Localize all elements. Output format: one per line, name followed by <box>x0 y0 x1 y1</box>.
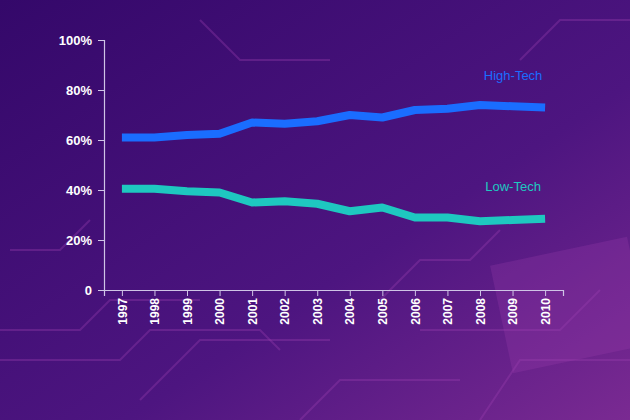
tick-mark <box>98 140 104 141</box>
tick-mark <box>317 290 318 296</box>
tick-label: 100% <box>59 33 93 48</box>
tick-mark <box>447 290 448 296</box>
tick-label: 2010 <box>539 298 553 325</box>
x-tick: 2009 <box>506 290 520 325</box>
tick-mark <box>252 290 253 296</box>
tick-mark <box>220 290 221 296</box>
tick-mark <box>513 290 514 296</box>
x-tick: 1998 <box>148 290 162 325</box>
tick-mark <box>98 240 104 241</box>
circuit-track <box>0 300 200 330</box>
tick-label: 1997 <box>116 298 130 325</box>
tick-mark <box>98 190 104 191</box>
y-tick: 20% <box>66 233 104 248</box>
tick-label: 2008 <box>474 298 488 325</box>
tick-mark <box>122 290 123 296</box>
x-tick: 2004 <box>343 290 357 325</box>
tick-label: 2000 <box>213 298 227 325</box>
tick-label: 40% <box>66 183 92 198</box>
tick-label: 2002 <box>278 298 292 325</box>
y-tick: 80% <box>66 83 104 98</box>
y-tick: 0 <box>85 283 104 298</box>
plot-area <box>122 105 545 221</box>
x-tick: 2008 <box>474 290 488 325</box>
tick-label: 2006 <box>409 298 423 325</box>
tick-mark <box>382 290 383 296</box>
circuit-track <box>480 360 630 420</box>
x-tick: 2010 <box>539 290 553 325</box>
tick-label: 0 <box>85 283 92 298</box>
series-line <box>122 105 545 138</box>
tick-label: 2007 <box>441 298 455 325</box>
x-tick: 2002 <box>278 290 292 325</box>
y-tick: 100% <box>59 33 104 48</box>
x-tick: 2001 <box>246 290 260 325</box>
circuit-track <box>300 380 460 420</box>
x-tick: 2000 <box>213 290 227 325</box>
tick-mark <box>154 290 155 296</box>
tick-label: 2005 <box>376 298 390 325</box>
x-tick: 2007 <box>441 290 455 325</box>
tick-mark <box>415 290 416 296</box>
axis-line <box>98 41 105 291</box>
tick-mark <box>480 290 481 296</box>
tick-mark <box>545 290 546 296</box>
tick-label: 2001 <box>246 298 260 325</box>
chart: 0 20% 40% 60% 80% 100% 1997 1998 1999 2000 2001 200… <box>0 0 630 420</box>
series-label: Low-Tech <box>485 179 541 194</box>
x-tick: 1999 <box>181 290 195 325</box>
series-labels: High-Tech Low-Tech <box>484 68 543 194</box>
tick-label: 2004 <box>343 298 357 325</box>
circuit-track <box>0 330 280 360</box>
tick-label: 1999 <box>181 298 195 325</box>
y-axis: 0 20% 40% 60% 80% 100% <box>59 33 105 298</box>
y-tick: 60% <box>66 133 104 148</box>
tick-label: 2003 <box>311 298 325 325</box>
tick-mark <box>98 290 104 291</box>
tick-label: 2009 <box>506 298 520 325</box>
x-tick: 2003 <box>311 290 325 325</box>
circuit-track <box>520 20 630 60</box>
y-tick: 40% <box>66 183 104 198</box>
x-tick: 1997 <box>116 290 130 325</box>
tick-mark <box>98 90 104 91</box>
tick-label: 1998 <box>148 298 162 325</box>
x-axis: 1997 1998 1999 2000 2001 2002 2003 2004 2005 2006… <box>105 290 564 325</box>
tick-mark <box>187 290 188 296</box>
tick-label: 60% <box>66 133 92 148</box>
axis-line <box>105 291 564 297</box>
series-line <box>122 189 545 222</box>
tick-mark <box>285 290 286 296</box>
chip <box>490 237 630 374</box>
tick-label: 20% <box>66 233 92 248</box>
tick-label: 80% <box>66 83 92 98</box>
circuit-track <box>380 230 500 300</box>
circuit-track <box>200 20 330 60</box>
circuit-decoration <box>0 20 630 420</box>
x-tick: 2005 <box>376 290 390 325</box>
x-tick: 2006 <box>409 290 423 325</box>
circuit-track <box>140 340 330 400</box>
series-label: High-Tech <box>484 68 543 83</box>
tick-mark <box>98 40 104 41</box>
tick-mark <box>350 290 351 296</box>
